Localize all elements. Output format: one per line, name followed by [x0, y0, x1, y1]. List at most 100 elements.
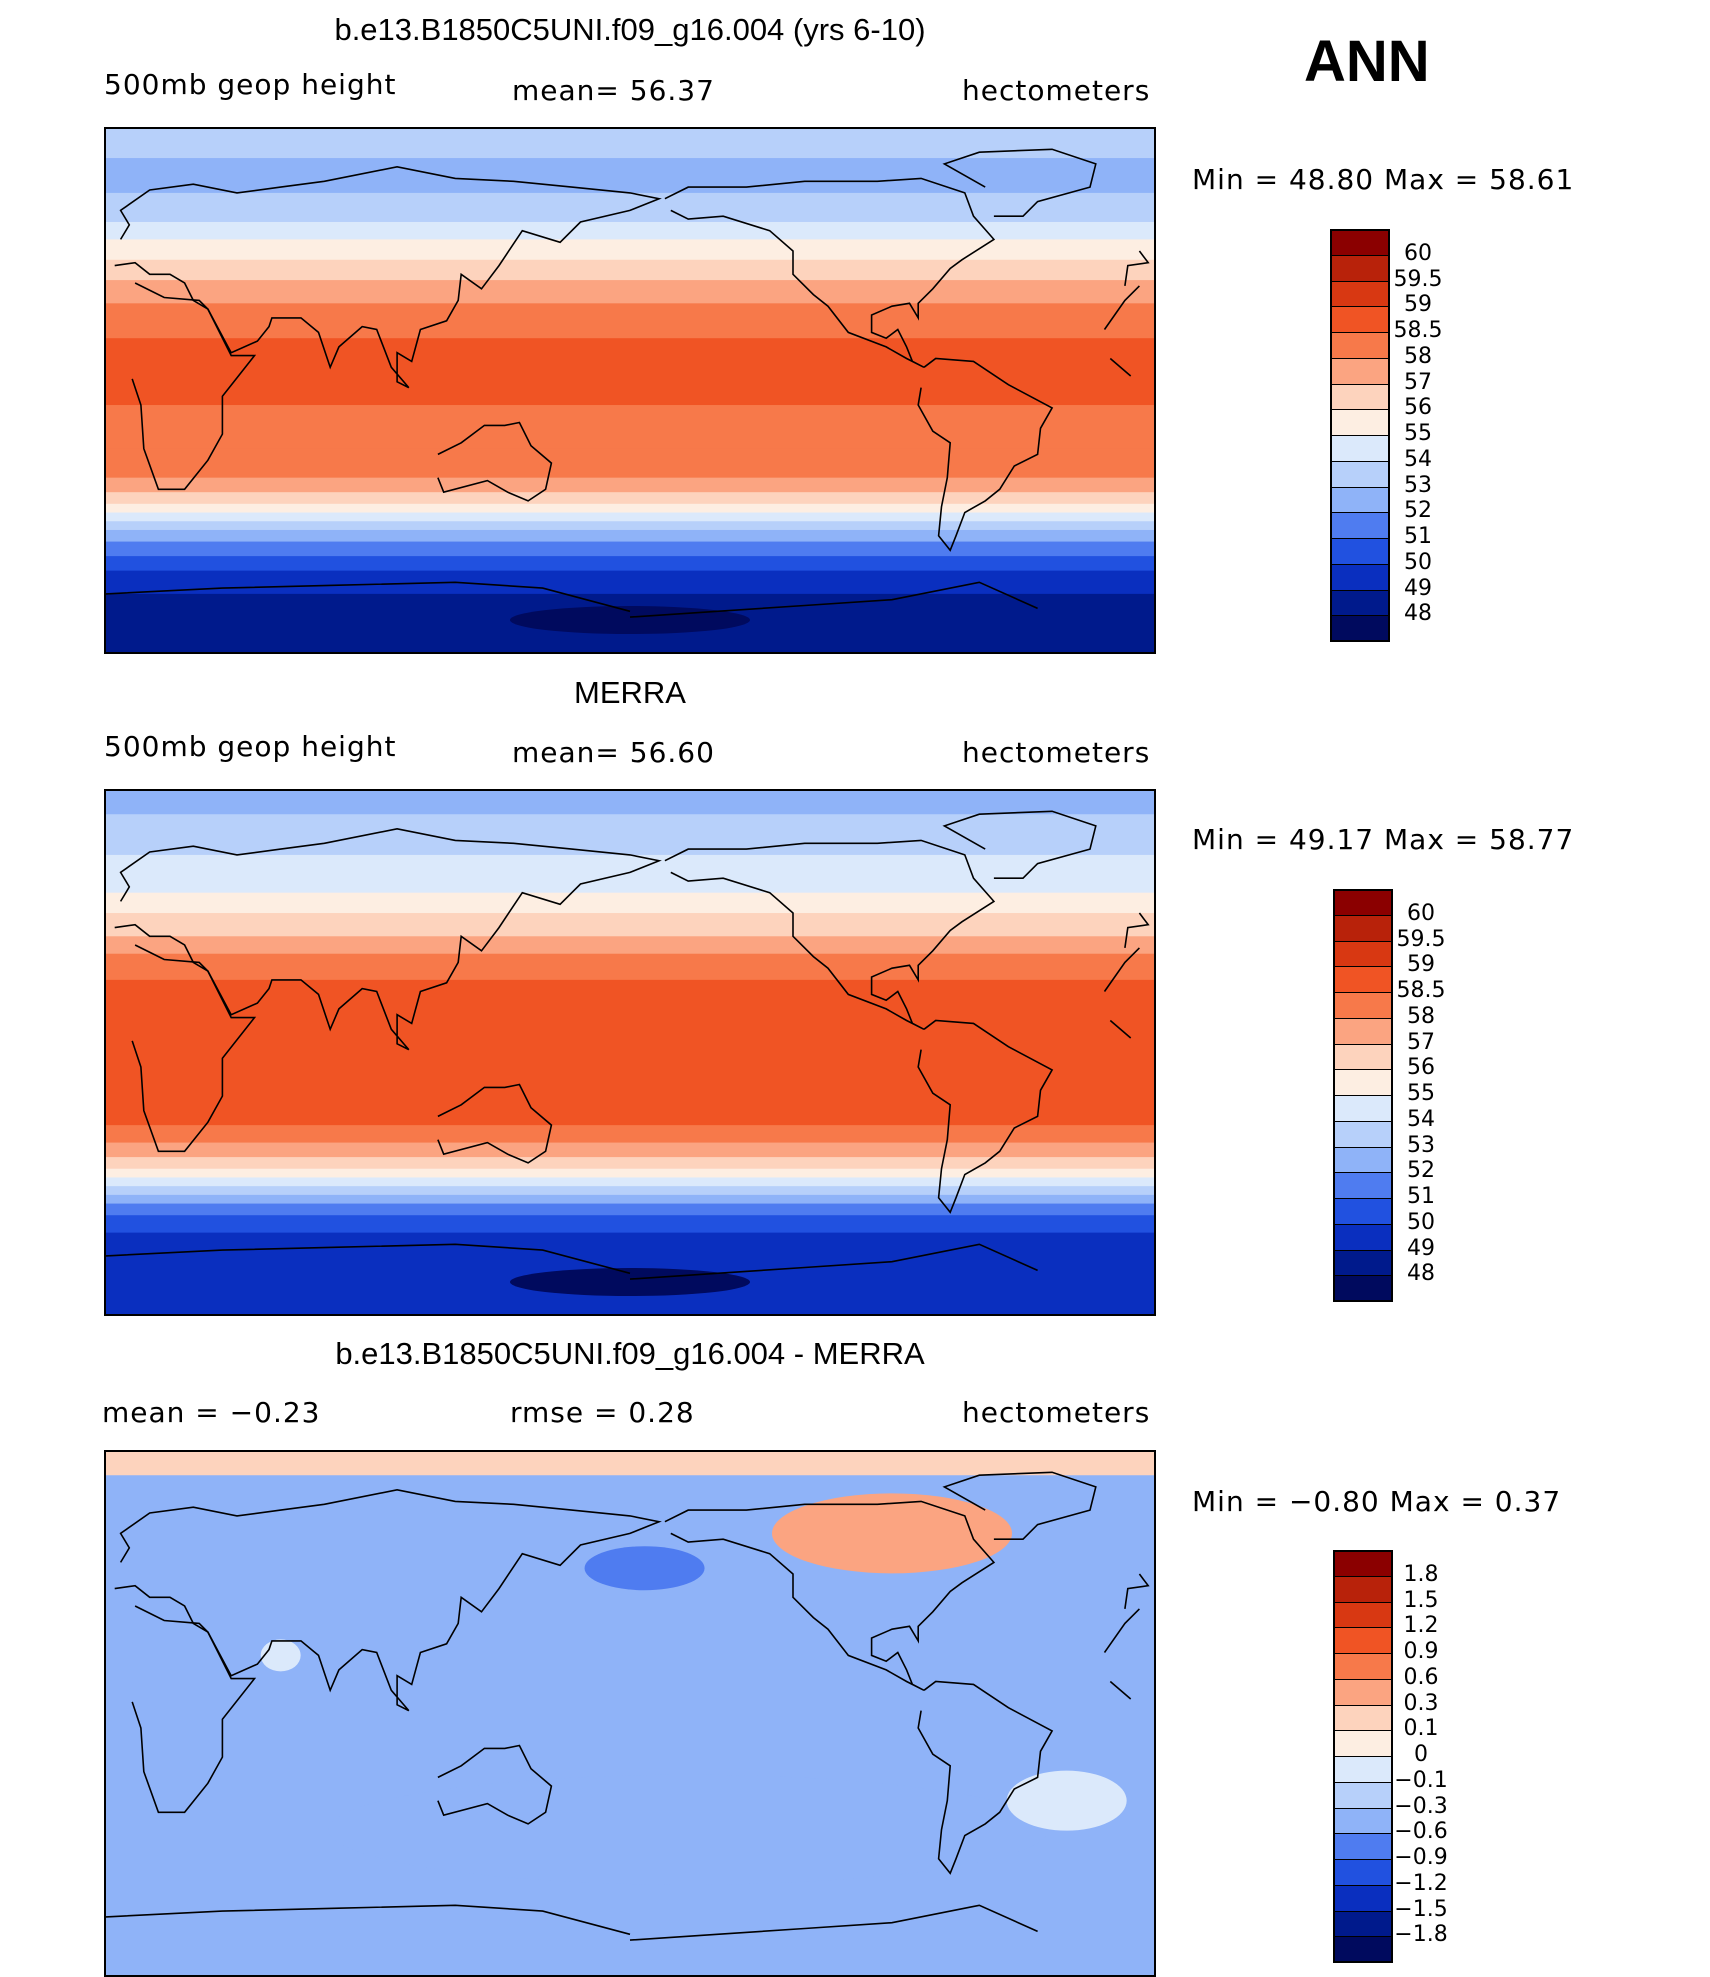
contour-region	[1006, 1770, 1127, 1831]
colorbar-swatch	[1330, 589, 1390, 617]
contour-band	[106, 158, 1154, 194]
colorbar-tick-label: 59.5	[1396, 926, 1446, 952]
colorbar-tick-label: 1.5	[1403, 1587, 1439, 1613]
coastline-africa	[1109, 357, 1132, 377]
colorbar-swatch	[1330, 486, 1390, 514]
colorbar-swatch	[1333, 1249, 1393, 1277]
coastline-africa	[1103, 1608, 1140, 1653]
colorbar-swatch	[1330, 409, 1390, 436]
contour-band	[106, 913, 1154, 938]
panel3-title: b.e13.B1850C5UNI.f09_g16.004 - MERRA	[335, 1336, 925, 1371]
coastline-antarctica	[629, 581, 1038, 618]
contour-band	[106, 1125, 1154, 1144]
colorbar-tick-label: 50	[1404, 549, 1432, 575]
contour-band	[106, 979, 1154, 1127]
coastline-antarctica	[106, 1904, 631, 1936]
colorbar-tick-label: 55	[1404, 421, 1432, 446]
colorbar-swatch	[1330, 357, 1390, 385]
coastline-africa	[1103, 947, 1140, 992]
contour-band	[106, 529, 1154, 543]
coastline-australia	[437, 421, 553, 502]
contour-band	[106, 521, 1154, 531]
contour-band	[106, 503, 1154, 514]
season-label: ANN	[1304, 29, 1430, 94]
colorbar-swatch	[1333, 1146, 1393, 1174]
panel2-map	[104, 789, 1156, 1316]
colorbar-swatch	[1333, 914, 1393, 942]
colorbar-swatch	[1330, 229, 1390, 256]
colorbar-tick-label: 56	[1404, 395, 1432, 421]
colorbar-swatch	[1333, 1575, 1393, 1603]
contour-band	[106, 1186, 1154, 1196]
colorbar-tick-label: −1.8	[1394, 1922, 1448, 1948]
colorbar-tick-label: 1.8	[1403, 1561, 1439, 1587]
colorbar-swatch	[1333, 889, 1393, 916]
colorbar-tick-label: −0.9	[1394, 1845, 1448, 1870]
panel1-minmax: Min = 48.80 Max = 58.61	[1192, 163, 1575, 196]
colorbar-swatch	[1330, 512, 1390, 539]
colorbar-swatch	[1333, 1910, 1393, 1938]
colorbar-tick-label: 58	[1404, 343, 1432, 369]
panel1-map-plot	[106, 129, 1154, 652]
contour-band	[106, 1157, 1154, 1170]
colorbar-tick-label: 0.9	[1403, 1639, 1439, 1664]
coastline-europe-asia	[114, 827, 662, 1051]
coastline-australia	[437, 1744, 553, 1825]
colorbar-swatch	[1330, 280, 1390, 308]
panel2-map-plot	[106, 791, 1154, 1314]
colorbar-swatch	[1333, 1781, 1393, 1809]
panel2-minmax: Min = 49.17 Max = 58.77	[1192, 823, 1575, 856]
colorbar-swatch	[1333, 1120, 1393, 1148]
colorbar-tick-label: 59.5	[1393, 266, 1443, 292]
contour-band	[106, 892, 1154, 915]
colorbar-swatch	[1330, 538, 1390, 565]
colorbar-tick-label: 59	[1404, 292, 1432, 318]
coastline-greenland	[942, 1471, 1097, 1540]
contour-band	[106, 1452, 1154, 1477]
coastline-europe-asia	[114, 1488, 662, 1712]
coastline-antarctica	[106, 1243, 631, 1275]
colorbar-swatch	[1333, 1017, 1393, 1045]
colorbar-tick-label: 57	[1404, 369, 1432, 395]
contour-region	[510, 1268, 750, 1297]
colorbar-tick-label: 1.2	[1403, 1613, 1439, 1639]
colorbar-swatch	[1333, 1730, 1393, 1757]
contour-band	[106, 280, 1154, 305]
panel2-colorbar: 60 59.5 59 58.5 58 57 56 55 54 53 52 51 50 49 48	[1333, 889, 1473, 1302]
panel3-rmse-label: rmse = 0.28	[510, 1396, 695, 1429]
colorbar-swatch	[1333, 1884, 1393, 1912]
colorbar-tick-label: −1.5	[1394, 1896, 1448, 1922]
colorbar-tick-label: 49	[1407, 1235, 1435, 1261]
colorbar-tick-label: −0.3	[1394, 1793, 1448, 1819]
colorbar-swatch	[1330, 306, 1390, 333]
colorbar-tick-label: −0.6	[1394, 1819, 1448, 1845]
colorbar-swatch	[1333, 1275, 1393, 1302]
panel2-mean-label: mean= 56.60	[512, 736, 715, 769]
contour-band	[106, 448, 1154, 479]
colorbar-swatch	[1333, 966, 1393, 993]
coastline-antarctica	[629, 1243, 1038, 1280]
colorbar-tick-label: 60	[1404, 240, 1432, 266]
colorbar-swatch	[1333, 940, 1393, 968]
contour-band	[106, 791, 1154, 816]
colorbar-swatch	[1330, 460, 1390, 488]
colorbar-swatch	[1330, 383, 1390, 411]
contour-band	[106, 1194, 1154, 1205]
colorbar-tick-label: 53	[1407, 1132, 1435, 1158]
coastline-africa	[131, 1605, 257, 1814]
coastline-europe-asia	[1124, 912, 1150, 949]
colorbar-swatch	[1330, 563, 1390, 591]
colorbar-swatch	[1333, 992, 1393, 1019]
coastline-americas-south	[917, 1019, 1054, 1214]
colorbar-swatch	[1333, 1095, 1393, 1122]
colorbar-tick-label: 58.5	[1393, 318, 1443, 343]
contour-band	[106, 936, 1154, 955]
colorbar-swatch	[1330, 254, 1390, 282]
contour-band	[106, 338, 1154, 407]
panel3-colorbar: 1.8 1.5 1.2 0.9 0.6 0.3 0.1 0 −0.1 −0.3 −0.6 −0.9 −1…	[1333, 1550, 1473, 1963]
coastline-europe-asia	[114, 165, 662, 389]
panel1-title: b.e13.B1850C5UNI.f09_g16.004 (yrs 6-10)	[334, 12, 926, 47]
contour-band	[106, 556, 1154, 572]
colorbar-tick-label: 52	[1407, 1158, 1435, 1184]
colorbar-swatch	[1330, 332, 1390, 359]
